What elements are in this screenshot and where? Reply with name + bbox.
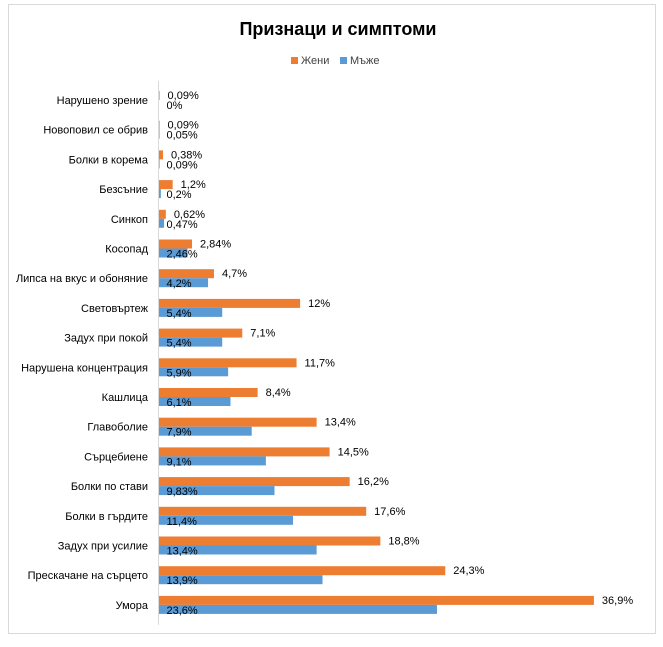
bar-women bbox=[158, 536, 381, 546]
bar-men bbox=[158, 337, 223, 347]
value-label-women: 14,5% bbox=[338, 446, 369, 458]
category-label: Болки в гърдите bbox=[65, 511, 148, 523]
bar-women bbox=[158, 566, 446, 576]
value-label-men: 0,2% bbox=[167, 189, 192, 201]
category-label: Новоповил се обрив bbox=[43, 125, 148, 137]
category-label: Прескачане на сърцето bbox=[28, 570, 148, 582]
value-label-women: 17,6% bbox=[374, 506, 405, 518]
value-label-men: 9,83% bbox=[167, 486, 198, 498]
category-label: Липса на вкус и обоняние bbox=[16, 273, 148, 285]
value-label-men: 5,9% bbox=[167, 367, 192, 379]
category-label: Кашлица bbox=[102, 392, 149, 404]
bar-women bbox=[158, 506, 367, 516]
category-label: Болки по стави bbox=[71, 481, 148, 493]
value-label-women: 8,4% bbox=[266, 387, 291, 399]
bar-women bbox=[158, 595, 594, 605]
value-label-women: 7,1% bbox=[250, 328, 275, 340]
category-label: Сърцебиене bbox=[84, 451, 148, 463]
category-label: Синкоп bbox=[111, 214, 148, 226]
category-label: Умора bbox=[116, 600, 149, 612]
category-label: Нарушена концентрация bbox=[21, 362, 148, 374]
chart-title: Признаци и симптоми bbox=[239, 19, 436, 39]
value-label-women: 0,62% bbox=[174, 209, 205, 221]
bar-men bbox=[158, 575, 323, 585]
bar-men bbox=[158, 426, 252, 436]
value-label-women: 0,38% bbox=[171, 149, 202, 161]
value-label-men: 0,09% bbox=[167, 159, 198, 171]
value-labels: 0,09%0%0,09%0,05%0,38%0,09%1,2%0,2%0,62%… bbox=[167, 90, 634, 617]
value-label-women: 4,7% bbox=[222, 268, 247, 280]
value-label-women: 1,2% bbox=[181, 179, 206, 191]
value-label-men: 11,4% bbox=[167, 516, 198, 528]
bar-men bbox=[158, 604, 437, 614]
value-label-women: 2,84% bbox=[200, 239, 231, 251]
category-labels: Нарушено зрение Новоповил се обрив Болки в… bbox=[16, 95, 149, 612]
value-label-men: 13,9% bbox=[167, 575, 198, 587]
category-label: Световъртеж bbox=[81, 303, 149, 315]
category-label: Главоболие bbox=[87, 422, 148, 434]
bar-women bbox=[158, 298, 301, 308]
value-label-men: 0% bbox=[167, 100, 183, 112]
chart-frame: Признаци и симптоми Жени Мъже Нарушено зр… bbox=[8, 4, 656, 634]
category-label: Безсъние bbox=[99, 184, 148, 196]
bar-women bbox=[158, 180, 173, 190]
bar-women bbox=[158, 477, 350, 487]
category-label: Косопад bbox=[105, 244, 148, 256]
bar-men bbox=[158, 456, 266, 466]
category-label: Болки в корема bbox=[69, 154, 149, 166]
bar-men bbox=[158, 189, 161, 199]
value-label-women: 24,3% bbox=[453, 565, 484, 577]
value-label-men: 2,46% bbox=[167, 249, 198, 261]
legend: Жени Мъже bbox=[291, 55, 380, 67]
bar-women bbox=[158, 120, 160, 130]
bar-women bbox=[158, 150, 163, 160]
legend-swatch-1 bbox=[340, 57, 347, 64]
value-label-women: 16,2% bbox=[358, 476, 389, 488]
bar-men bbox=[158, 307, 223, 317]
value-label-men: 5,4% bbox=[167, 338, 192, 350]
bar-women bbox=[158, 328, 243, 338]
bar-women bbox=[158, 417, 317, 427]
bar-women bbox=[158, 209, 166, 219]
value-label-women: 0,09% bbox=[168, 90, 199, 102]
bar-women bbox=[158, 388, 258, 397]
chart-svg: Признаци и симптоми Жени Мъже Нарушено зр… bbox=[16, 19, 634, 625]
bar-men bbox=[158, 397, 231, 406]
legend-label-0: Жени bbox=[301, 55, 329, 67]
category-label: Задух при покой bbox=[64, 333, 148, 345]
value-label-women: 12% bbox=[308, 298, 330, 310]
bar-men bbox=[158, 545, 317, 555]
category-label: Нарушено зрение bbox=[57, 95, 148, 107]
value-label-men: 13,4% bbox=[167, 546, 198, 558]
bar-women bbox=[158, 447, 330, 457]
value-label-women: 18,8% bbox=[388, 536, 419, 548]
value-label-men: 0,47% bbox=[167, 219, 198, 231]
legend-swatch-0 bbox=[291, 57, 298, 64]
bar-men bbox=[158, 159, 160, 169]
value-label-men: 4,2% bbox=[167, 278, 192, 290]
value-label-women: 0,09% bbox=[168, 120, 199, 132]
category-label: Задух при усилие bbox=[58, 541, 148, 553]
bar-women bbox=[158, 269, 214, 279]
bar-men bbox=[158, 218, 165, 228]
bar-men bbox=[158, 486, 275, 496]
bar-men bbox=[158, 248, 188, 258]
legend-label-1: Мъже bbox=[350, 55, 380, 67]
bar-women bbox=[158, 358, 297, 368]
value-label-men: 5,4% bbox=[167, 308, 192, 320]
bar-men bbox=[158, 367, 229, 377]
value-label-men: 6,1% bbox=[167, 397, 192, 409]
value-label-men: 9,1% bbox=[167, 456, 192, 468]
value-label-men: 0,05% bbox=[167, 130, 198, 142]
bars bbox=[158, 91, 594, 614]
value-label-women: 13,4% bbox=[325, 417, 356, 429]
bar-women bbox=[158, 239, 193, 249]
value-label-men: 7,9% bbox=[167, 427, 192, 439]
value-label-men: 23,6% bbox=[167, 605, 198, 617]
bar-men bbox=[158, 515, 294, 525]
value-label-women: 11,7% bbox=[305, 357, 336, 369]
bar-men bbox=[158, 278, 209, 288]
value-label-women: 36,9% bbox=[602, 595, 633, 607]
bar-women bbox=[158, 91, 160, 100]
